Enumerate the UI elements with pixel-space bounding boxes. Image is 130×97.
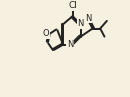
Text: N: N	[67, 40, 73, 49]
Text: Cl: Cl	[68, 1, 77, 10]
Text: N: N	[77, 19, 84, 28]
Text: O: O	[43, 29, 49, 38]
Text: N: N	[85, 14, 92, 23]
